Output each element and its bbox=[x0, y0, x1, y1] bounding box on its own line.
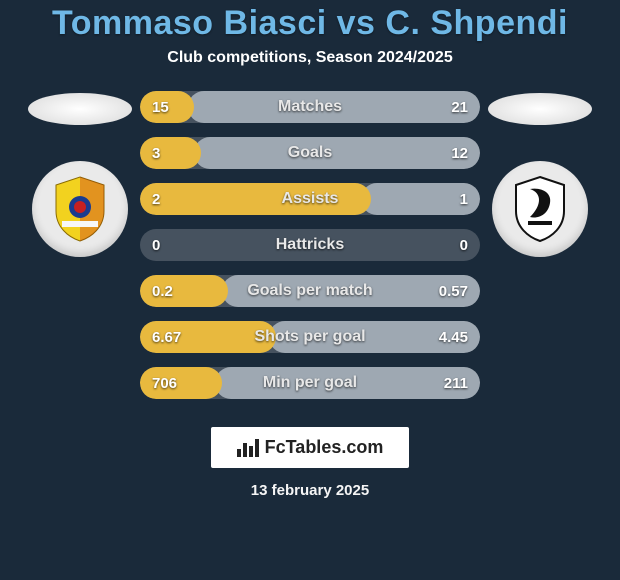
club-right-logo bbox=[492, 161, 588, 257]
stat-label: Assists bbox=[140, 183, 480, 215]
stat-label: Goals per match bbox=[140, 275, 480, 307]
stat-row: 2Assists1 bbox=[140, 183, 480, 215]
stat-label: Matches bbox=[140, 91, 480, 123]
root: Tommaso Biasci vs C. Shpendi Club compet… bbox=[0, 0, 620, 580]
footer-date: 13 february 2025 bbox=[251, 482, 369, 499]
stat-value-right: 0 bbox=[460, 229, 468, 261]
shield-icon bbox=[52, 175, 108, 243]
shield-icon bbox=[512, 175, 568, 243]
stat-label: Shots per goal bbox=[140, 321, 480, 353]
stat-value-right: 21 bbox=[451, 91, 468, 123]
comparison-row: 15Matches213Goals122Assists10Hattricks00… bbox=[0, 91, 620, 399]
brand-text: FcTables.com bbox=[265, 437, 384, 458]
stat-value-right: 1 bbox=[460, 183, 468, 215]
footer: FcTables.com 13 february 2025 bbox=[211, 427, 410, 499]
stat-row: 706Min per goal211 bbox=[140, 367, 480, 399]
stat-value-right: 4.45 bbox=[439, 321, 468, 353]
player-left-col bbox=[20, 91, 140, 257]
stat-row: 0.2Goals per match0.57 bbox=[140, 275, 480, 307]
bars-icon bbox=[237, 439, 259, 457]
player-right-avatar-placeholder bbox=[488, 93, 592, 125]
stats-bars: 15Matches213Goals122Assists10Hattricks00… bbox=[140, 91, 480, 399]
stat-row: 6.67Shots per goal4.45 bbox=[140, 321, 480, 353]
stat-label: Min per goal bbox=[140, 367, 480, 399]
stat-value-right: 211 bbox=[444, 367, 468, 399]
stat-row: 0Hattricks0 bbox=[140, 229, 480, 261]
page-title: Tommaso Biasci vs C. Shpendi bbox=[52, 4, 568, 43]
brand-badge: FcTables.com bbox=[211, 427, 410, 468]
player-right-col bbox=[480, 91, 600, 257]
stat-row: 15Matches21 bbox=[140, 91, 480, 123]
stat-label: Goals bbox=[140, 137, 480, 169]
stat-label: Hattricks bbox=[140, 229, 480, 261]
page-subtitle: Club competitions, Season 2024/2025 bbox=[167, 49, 452, 67]
stat-value-right: 0.57 bbox=[439, 275, 468, 307]
player-left-avatar-placeholder bbox=[28, 93, 132, 125]
stat-row: 3Goals12 bbox=[140, 137, 480, 169]
club-left-logo bbox=[32, 161, 128, 257]
stat-value-right: 12 bbox=[451, 137, 468, 169]
